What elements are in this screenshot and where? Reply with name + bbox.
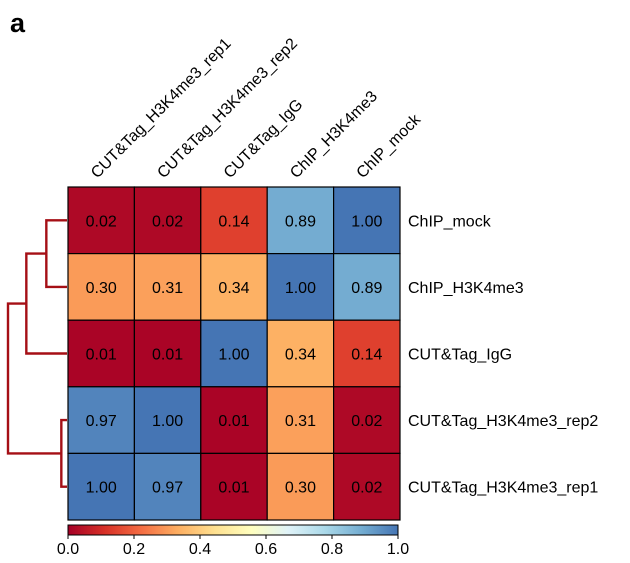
heatmap-cell [333, 386, 401, 454]
heatmap-cell [67, 253, 136, 321]
heatmap-cell [200, 386, 268, 454]
cell-value-label: 0.31 [152, 280, 183, 297]
cell-value-label: 0.31 [285, 413, 316, 430]
row-label: ChIP_mock [408, 213, 492, 230]
cell-value-label: 0.34 [218, 280, 249, 297]
cell-value-label: 0.89 [351, 280, 382, 297]
heatmap-cell [266, 386, 335, 454]
heatmap-cell [200, 319, 268, 388]
cell-value-label: 0.34 [285, 347, 316, 364]
cell-value-label: 0.30 [86, 280, 117, 297]
heatmap-cell [200, 253, 268, 321]
heatmap-cell [133, 319, 202, 388]
colorbar-tick-label: 1.0 [387, 541, 409, 558]
heatmap-cell [333, 452, 401, 521]
cell-value-label: 0.02 [152, 213, 183, 230]
cell-value-label: 0.02 [351, 413, 382, 430]
cell-value-label: 0.97 [86, 413, 117, 430]
colorbar [67, 524, 399, 536]
cell-value-label: 0.14 [218, 213, 249, 230]
row-label: ChIP_H3K4me3 [408, 280, 524, 297]
row-label: CUT&Tag_H3K4me3_rep1 [408, 480, 598, 497]
heatmap-cell [266, 452, 335, 521]
colorbar-tick-label: 0.4 [189, 541, 211, 558]
heatmap-cell [133, 253, 202, 321]
cell-value-label: 1.00 [285, 280, 316, 297]
cell-value-label: 1.00 [86, 480, 117, 497]
dendrogram-branch [45, 219, 67, 289]
row-label: CUT&Tag_H3K4me3_rep2 [408, 413, 598, 430]
cell-value-label: 0.01 [218, 413, 249, 430]
heatmap-cell [266, 319, 335, 388]
column-label: CUT&Tag_H3K4me3_rep1 [88, 35, 235, 182]
cell-value-label: 0.01 [86, 347, 117, 364]
cell-value-label: 1.00 [152, 413, 183, 430]
heatmap-cell [133, 452, 202, 521]
cell-value-label: 0.97 [152, 480, 183, 497]
column-label: ChIP_mock [354, 111, 425, 182]
cell-value-label: 0.30 [285, 480, 316, 497]
row-label: CUT&Tag_IgG [408, 347, 512, 364]
cell-value-label: 1.00 [218, 347, 249, 364]
dendrogram-branch [6, 302, 62, 455]
colorbar-tick-label: 0.0 [57, 541, 79, 558]
heatmap-cell [266, 253, 335, 321]
cell-value-label: 1.00 [351, 213, 382, 230]
cell-value-label: 0.89 [285, 213, 316, 230]
cell-value-label: 0.01 [152, 347, 183, 364]
heatmap-cell [333, 319, 401, 388]
panel-label: a [10, 8, 26, 38]
cell-value-label: 0.02 [351, 480, 382, 497]
cell-value-label: 0.01 [218, 480, 249, 497]
colorbar-tick-label: 0.6 [255, 541, 277, 558]
colorbar-tick-label: 0.2 [123, 541, 145, 558]
colorbar-tick-label: 0.8 [321, 541, 343, 558]
dendrogram-branch [60, 418, 67, 488]
heatmap-cell [67, 319, 136, 388]
heatmap-cell [333, 186, 401, 255]
cell-value-label: 0.14 [351, 347, 382, 364]
column-label: CUT&Tag_H3K4me3_rep2 [154, 35, 301, 182]
cell-value-label: 0.02 [86, 213, 117, 230]
